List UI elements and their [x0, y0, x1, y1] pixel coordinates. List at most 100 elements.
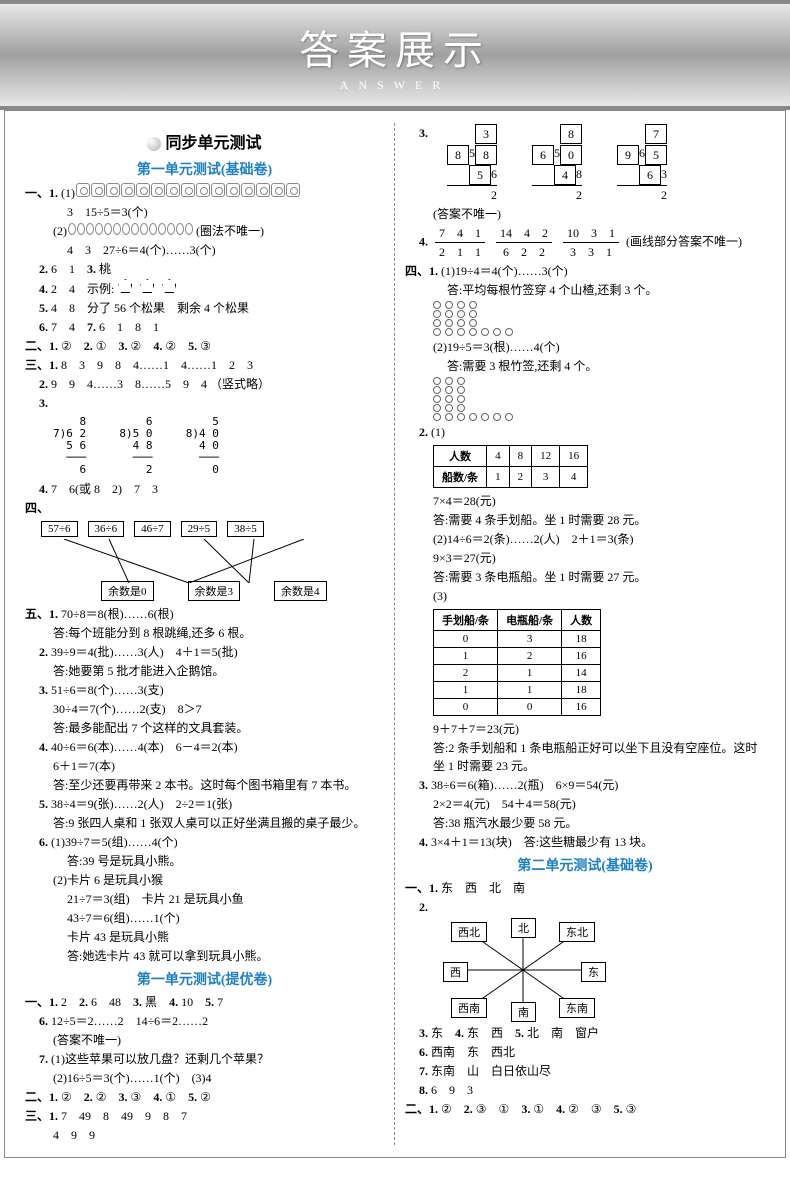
page-content: 同步单元测试 第一单元测试(基础卷) 一、1. (1) 3 15÷5＝3(个) … — [4, 110, 786, 1158]
adv-yi6: 6. 12÷5＝2……2 14÷6＝2……2 — [25, 1012, 384, 1030]
table-row: 0016 — [434, 698, 601, 715]
wu1b: 答:每个班能分到 8 根跳绳,还多 6 根。 — [25, 624, 384, 642]
num-puzzle-a: 3 858 56 2 — [447, 124, 497, 204]
r-si3: 3. 38÷6＝6(箱)……2(瓶) 6×9＝54(元) — [405, 776, 765, 794]
frac-a: 7 4 12 1 1 — [435, 224, 485, 261]
box: 29÷5 — [181, 521, 218, 537]
r-si2: 2. (1) — [405, 423, 765, 441]
box: 57÷6 — [41, 521, 78, 537]
san4: 4. 7 6(或 8 2) 7 3 — [25, 480, 384, 498]
section-head: 同步单元测试 — [25, 129, 384, 153]
q6-7: 6. 7 4 7. 6 1 8 1 — [25, 318, 384, 336]
tree-diagram: 57÷6 36÷6 46÷7 29÷5 38÷5 余数是0 余数是3 余数是4 — [39, 521, 384, 601]
box: 46÷7 — [134, 521, 171, 537]
u2-yi7: 7. 东南 山 白日依山尽 — [405, 1062, 765, 1080]
frac-b: 14 4 26 2 2 — [496, 224, 552, 261]
box: 38÷5 — [227, 521, 264, 537]
bears-icon — [75, 183, 300, 202]
u2-yi8: 8. 6 9 3 — [405, 1081, 765, 1099]
adv-yi7b: (2)16÷5＝3(个)……1(个) (3)4 — [25, 1069, 384, 1087]
sticks-2 — [433, 377, 765, 421]
san1: 三、1. 8 3 9 8 4……1 4……1 2 3 — [25, 356, 384, 374]
td: 2 — [509, 466, 532, 487]
rocket-icon — [147, 137, 161, 151]
longdiv-c: 5 8)4 0 4 0 ─── 0 — [186, 416, 232, 476]
table-2: 手划船/条电瓶船/条人数 0318 1216 2114 1118 0016 — [433, 609, 601, 716]
r-si3b: 2×2＝4(元) 54＋4＝58(元) — [405, 795, 765, 813]
r-si2-3a: 9＋7＋7＝23(元) — [405, 720, 765, 738]
compass-w: 西 — [443, 962, 468, 982]
r-si2-3b: 答:2 条手划船和 1 条电瓶船正好可以坐下且没有空座位。这时坐 1 时需要 2… — [405, 739, 765, 775]
r-si2-2a: (2)14÷6＝2(条)……2(人) 2＋1＝3(条) — [405, 530, 765, 548]
r-si2-1a: 7×4＝28(元) — [405, 492, 765, 510]
banner-title: 答案展示 — [299, 18, 491, 76]
table-row: 1216 — [434, 647, 601, 664]
u2-yi1: 一、1. 东 西 北 南 — [405, 879, 765, 897]
tree-lines-svg — [39, 539, 339, 583]
r-q3: 3. 3 858 56 2 8 650 48 2 7 965 63 2 — [405, 124, 765, 204]
wu6-1b: 答:39 号是玩具小熊。 — [25, 852, 384, 870]
wu6: 6. (1)39÷7＝5(组)……4(个) — [25, 833, 384, 851]
u2-er: 二、1. ② 2. ③ ① 3. ① 4. ② ③ 5. ③ — [405, 1100, 765, 1118]
banner-subtitle: ANSWER — [340, 78, 451, 93]
left-column: 同步单元测试 第一单元测试(基础卷) 一、1. (1) 3 15÷5＝3(个) … — [25, 123, 395, 1145]
adv-san1: 三、1. 7 49 8 49 9 8 7 — [25, 1107, 384, 1125]
compass-s: 南 — [511, 1002, 536, 1022]
sticks-1 — [433, 301, 765, 336]
wu5: 5. 38÷4＝9(张)……2(人) 2÷2＝1(张) — [25, 795, 384, 813]
compass-sw: 西南 — [451, 998, 487, 1018]
th: 手划船/条 — [434, 609, 498, 630]
td: 4 — [560, 466, 588, 487]
wu6-2a: (2)卡片 6 是玩具小猴 — [25, 871, 384, 889]
note: (圈法不唯一) — [196, 224, 264, 238]
wu4: 4. 40÷6＝6(本)……4(本) 6－4＝2(本) — [25, 738, 384, 756]
u2-yi6: 6. 西南 东 西北 — [405, 1043, 765, 1061]
er: 二、1. ② 2. ① 3. ② 4. ② 5. ③ — [25, 337, 384, 355]
r-si2-3: (3) — [405, 587, 765, 605]
th: 人数 — [562, 609, 601, 630]
pentagon-icon — [118, 279, 132, 293]
box: 余数是4 — [274, 581, 327, 601]
compass-n: 北 — [511, 918, 536, 938]
td: 8 — [509, 445, 532, 466]
th: 船数/条 — [434, 466, 487, 487]
q4: 4. 2 4 示例: — [25, 279, 384, 298]
wu3c: 答:最多能配出 7 个这样的文具套装。 — [25, 719, 384, 737]
pentagon-icon — [140, 279, 154, 293]
table-row: 1118 — [434, 681, 601, 698]
san2: 2. 9 9 4……3 8……5 9 4 （竖式略） — [25, 375, 384, 393]
r-si1-2b: 答:需要 3 根竹签,还剩 4 个。 — [405, 357, 765, 375]
r-si1-1: 四、1. (1)19÷4＝4(个)……3(个) — [405, 262, 765, 280]
box: 余数是0 — [101, 581, 154, 601]
q5: 5. 4 8 分了 56 个松果 剩余 4 个松果 — [25, 299, 384, 317]
q2: 2. 6 1 3. 桃 — [25, 260, 384, 278]
san3: 3. — [25, 394, 384, 412]
wu4c: 答:至少还要再带来 2 本书。这时每个图书箱里有 7 本书。 — [25, 776, 384, 794]
q1-2: (2) (圈法不唯一) — [25, 222, 384, 240]
adv-yi6b: (答案不唯一) — [25, 1031, 384, 1049]
wu4b: 6＋1＝7(本) — [25, 757, 384, 775]
compass-ne: 东北 — [559, 922, 595, 942]
num-puzzle-b: 8 650 48 2 — [532, 124, 582, 204]
r-q3-note: (答案不唯一) — [405, 205, 765, 223]
wu6-2b: 21÷7＝3(组) 卡片 21 是玩具小鱼 — [25, 890, 384, 908]
td: 16 — [560, 445, 588, 466]
q1-1-sub: 3 15÷5＝3(个) — [25, 203, 384, 221]
table-row: 0318 — [434, 630, 601, 647]
r-si3c: 答:38 瓶汽水最少要 58 元。 — [405, 814, 765, 832]
adv-yi7: 7. (1)这些苹果可以放几盘？还剩几个苹果？ — [25, 1050, 384, 1068]
note: (画线部分答案不唯一) — [626, 234, 742, 248]
wu3b: 30÷4＝7(个)……2(支) 8＞7 — [25, 700, 384, 718]
adv-er: 二、1. ② 2. ② 3. ③ 4. ① 5. ② — [25, 1088, 384, 1106]
th: 人数 — [434, 445, 487, 466]
right-column: 3. 3 858 56 2 8 650 48 2 7 965 63 2 (答案不… — [395, 123, 765, 1145]
banner: 答案展示 ANSWER — [0, 0, 790, 110]
adv-yi: 一、1. 2 2. 6 48 3. 黑 4. 10 5. 7 — [25, 993, 384, 1011]
wu2: 2. 39÷9＝4(批)……3(人) 4＋1＝5(批) — [25, 643, 384, 661]
box: 36÷6 — [88, 521, 125, 537]
table-1: 人数481216 船数/条1234 — [433, 445, 588, 488]
wu6-2d: 卡片 43 是玩具小熊 — [25, 928, 384, 946]
wu2b: 答:她要第 5 批才能进入企鹅馆。 — [25, 662, 384, 680]
wu5b: 答:9 张四人桌和 1 张双人桌可以正好坐满且搬的桌子最少。 — [25, 814, 384, 832]
r-q4: 4. 7 4 12 1 1 14 4 26 2 2 10 3 13 3 1 (画… — [405, 224, 765, 261]
